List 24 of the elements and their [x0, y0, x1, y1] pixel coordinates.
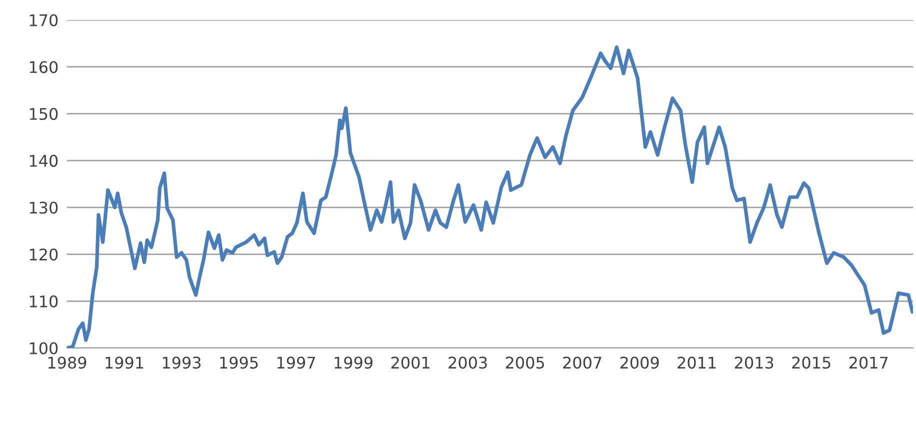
- y-tick-label: 120: [30, 248, 58, 261]
- y-tick-label: 130: [30, 202, 58, 214]
- x-tick-label: 1993: [162, 356, 201, 369]
- line-series: [67, 45, 913, 348]
- x-tick-label: 2003: [448, 356, 487, 369]
- x-tick-label: 2007: [563, 356, 602, 369]
- x-tick-label: 2013: [734, 356, 774, 369]
- y-tick-label: 150: [30, 108, 58, 120]
- x-tick-label: 1995: [220, 356, 258, 369]
- x-tick-label: 2015: [792, 356, 830, 369]
- x-tick-label: 2005: [506, 356, 544, 369]
- x-tick-label: 1989: [48, 356, 86, 369]
- y-tick-label: 140: [30, 154, 58, 167]
- y-tick-label: 110: [30, 295, 58, 308]
- x-tick-label: 2011: [678, 356, 716, 369]
- x-tick-label: 2017: [849, 356, 888, 369]
- y-tick-label: 100: [30, 342, 58, 354]
- x-tick-label: 2009: [620, 356, 659, 369]
- y-tick-label: 160: [30, 61, 58, 74]
- x-tick-label: 1999: [334, 356, 372, 369]
- y-tick-label: 170: [30, 14, 58, 26]
- x-tick-label: 1997: [277, 356, 315, 369]
- x-tick-label: 2001: [391, 356, 430, 369]
- x-tick-label: 1991: [106, 356, 144, 369]
